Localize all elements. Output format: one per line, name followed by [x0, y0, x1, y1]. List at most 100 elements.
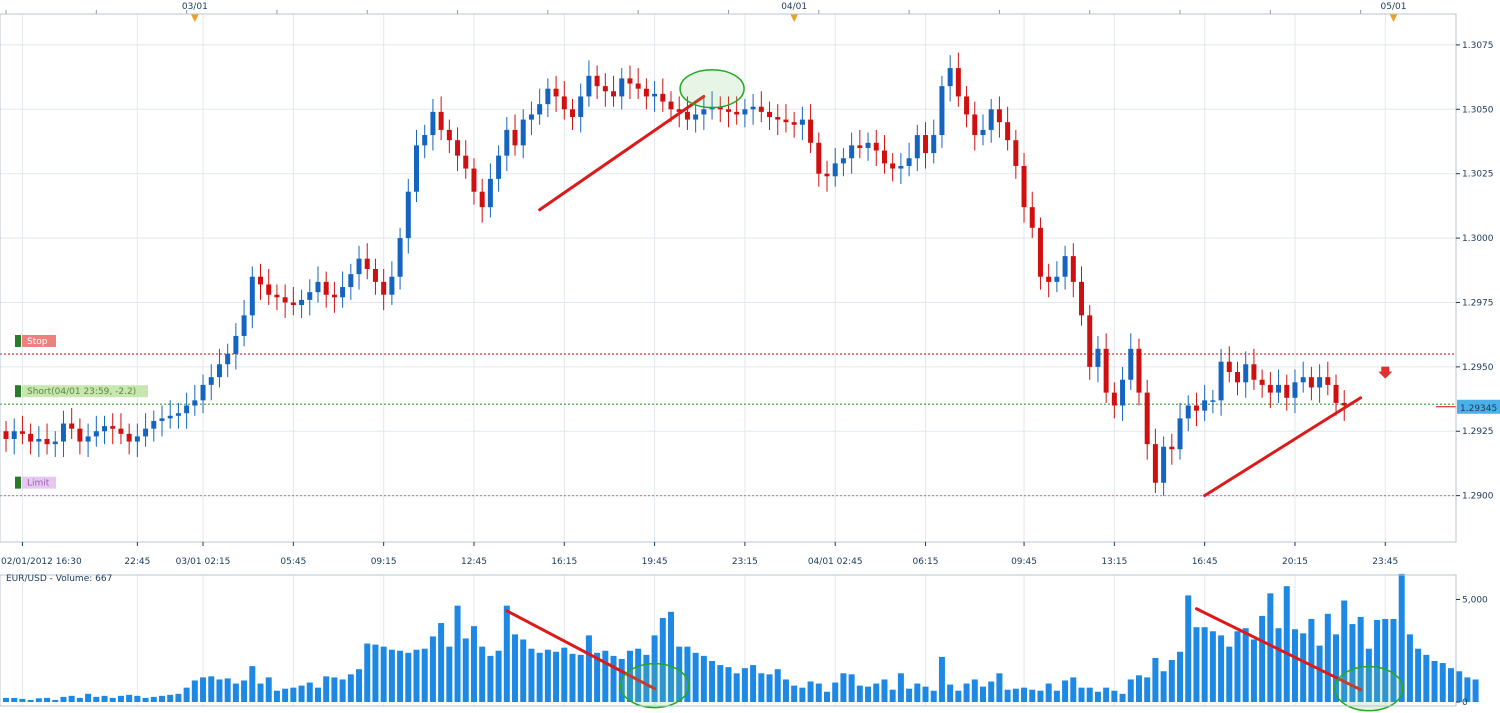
- candle-down: [479, 191, 485, 208]
- x-tick-label: 16:15: [551, 557, 577, 567]
- candle-down: [455, 140, 461, 156]
- candle-down: [1144, 392, 1150, 445]
- candle-down: [446, 129, 452, 141]
- volume-bar: [35, 698, 42, 702]
- volume-y-tick-label: 5,000: [1462, 596, 1488, 606]
- date-marker-arrow: [790, 14, 799, 22]
- y-tick-label: 1.3075: [1462, 41, 1494, 51]
- candle-up: [1300, 377, 1306, 383]
- volume-bar: [438, 623, 445, 702]
- candle-down: [1103, 348, 1109, 393]
- date-marker-label: 04/01: [781, 2, 807, 12]
- level-tag-stop[interactable]: Stop: [15, 334, 56, 347]
- volume-bar: [569, 653, 576, 702]
- level-tag-handle[interactable]: [15, 334, 21, 347]
- volume-bar: [741, 668, 748, 702]
- candle-down: [824, 173, 830, 177]
- volume-bar: [1423, 654, 1430, 702]
- candle-up: [504, 129, 510, 156]
- candle-up: [980, 129, 986, 136]
- level-tag-short[interactable]: Short(04/01 23:59, -2.2): [15, 385, 148, 398]
- price-trend-line[interactable]: [1203, 396, 1363, 498]
- volume-highlight-circle[interactable]: [619, 662, 690, 709]
- candle-up: [1062, 256, 1068, 277]
- candle-down: [758, 106, 764, 112]
- candle-up: [528, 114, 534, 120]
- volume-panel-label: EUR/USD - Volume: 667: [6, 574, 112, 584]
- candle-down: [569, 109, 575, 118]
- volume-trend-line[interactable]: [1194, 607, 1363, 692]
- candle-down: [734, 111, 740, 115]
- volume-bar: [1374, 620, 1381, 702]
- candle-up: [422, 135, 428, 146]
- volume-bar: [232, 683, 239, 702]
- current-price-box: [1457, 399, 1500, 414]
- candle-down: [964, 96, 970, 115]
- volume-bar: [101, 695, 108, 702]
- volume-bar: [487, 655, 494, 702]
- candle-down: [816, 142, 822, 174]
- sell-arrow-icon[interactable]: [1378, 366, 1393, 379]
- level-tag-handle[interactable]: [15, 385, 21, 398]
- volume-bar: [553, 651, 560, 702]
- volume-bar: [1357, 616, 1364, 702]
- candle-up: [1202, 400, 1208, 411]
- volume-bar: [1053, 690, 1060, 702]
- candle-down: [635, 83, 641, 89]
- candle-up: [988, 109, 994, 130]
- candle-down: [791, 122, 797, 125]
- level-tag-box: [22, 385, 148, 398]
- level-tag-handle[interactable]: [15, 476, 21, 489]
- level-tag-label: Limit: [27, 479, 50, 489]
- candle-up: [356, 258, 362, 275]
- candle-up: [340, 287, 346, 298]
- volume-bar: [971, 679, 978, 702]
- price-highlight-circle[interactable]: [679, 68, 745, 109]
- volume-bar: [1341, 600, 1348, 702]
- volume-bar: [758, 673, 765, 702]
- x-tick-label: 19:45: [642, 557, 668, 567]
- level-tag-limit[interactable]: Limit: [15, 476, 56, 489]
- volume-bar: [356, 669, 363, 702]
- candle-down: [1267, 384, 1273, 393]
- candle-down: [1111, 392, 1117, 406]
- candle-up: [652, 93, 658, 97]
- volume-bar: [216, 679, 223, 702]
- volume-bar: [298, 685, 305, 702]
- volume-bar: [208, 676, 215, 702]
- candle-down: [1284, 384, 1290, 398]
- volume-bar: [60, 696, 67, 702]
- price-trend-line[interactable]: [538, 94, 706, 212]
- candle-up: [430, 111, 436, 136]
- volume-bar: [19, 698, 26, 702]
- candle-up: [496, 155, 502, 179]
- volume-bar: [1406, 634, 1413, 702]
- volume-trend-line[interactable]: [505, 609, 657, 691]
- candle-up: [487, 178, 493, 208]
- volume-bar: [1119, 693, 1126, 702]
- x-tick-label: 22:45: [124, 557, 150, 567]
- candle-up: [750, 106, 756, 110]
- volume-bar: [126, 694, 133, 702]
- y-tick-label: 1.3025: [1462, 170, 1494, 180]
- volume-bar: [1250, 639, 1257, 702]
- candle-up: [389, 276, 395, 295]
- volume-bar: [76, 697, 83, 702]
- volume-bar: [577, 654, 584, 702]
- candle-up: [1276, 384, 1282, 393]
- candle-down: [881, 150, 887, 164]
- volume-bar: [750, 665, 757, 702]
- candle-down: [126, 433, 132, 442]
- y-tick-label: 1.2950: [1462, 363, 1494, 373]
- volume-bar: [1029, 689, 1036, 702]
- level-tags[interactable]: Stop Short(04/01 23:59, -2.2) Limit: [15, 334, 148, 489]
- volume-bar: [1415, 648, 1422, 702]
- candle-up: [586, 75, 592, 97]
- candle-down: [676, 109, 682, 112]
- volume-highlight-circle[interactable]: [1334, 665, 1404, 712]
- volume-bar: [651, 635, 658, 702]
- candle-down: [890, 163, 896, 169]
- volume-bar: [1193, 627, 1200, 702]
- volume-bar: [1201, 627, 1208, 702]
